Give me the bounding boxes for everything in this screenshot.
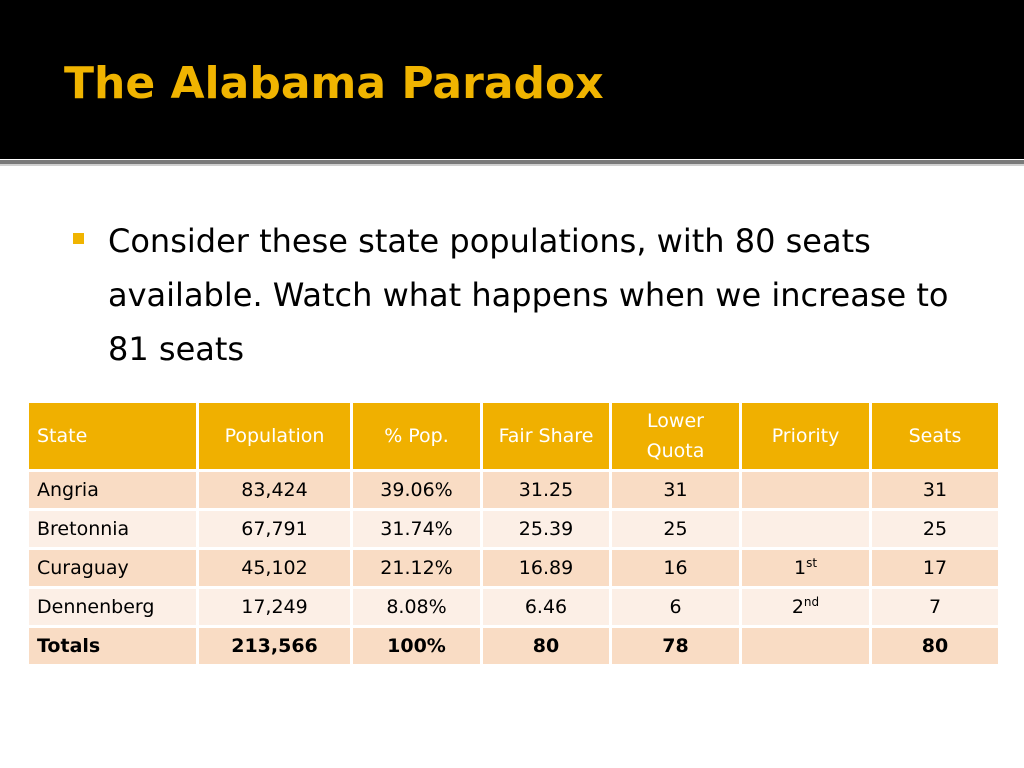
totals-row: Totals 213,566 100% 80 78 80 <box>26 625 1001 667</box>
cell-lower-quota: 6 <box>609 586 742 628</box>
cell-fair-share: 80 <box>480 625 612 667</box>
cell-population: 67,791 <box>196 508 353 550</box>
cell-population: 45,102 <box>196 547 353 589</box>
column-header-pct-pop: % Pop. <box>350 400 483 472</box>
table-row: Bretonnia 67,791 31.74% 25.39 25 25 <box>26 508 1001 550</box>
cell-state: Totals <box>26 625 199 667</box>
square-bullet-icon <box>73 233 84 244</box>
column-header-seats: Seats <box>869 400 1001 472</box>
title-bar <box>0 0 1024 159</box>
divider-rule <box>0 160 1024 164</box>
cell-lower-quota: 31 <box>609 469 742 511</box>
cell-state: Angria <box>26 469 199 511</box>
cell-state: Bretonnia <box>26 508 199 550</box>
priority-ordinal: nd <box>803 595 820 609</box>
column-header-lower-quota: Lower Quota <box>609 400 742 472</box>
table-row: Dennenberg 17,249 8.08% 6.46 6 2nd 7 <box>26 586 1001 628</box>
table-header-row: State Population % Pop. Fair Share Lower… <box>26 400 1001 472</box>
cell-lower-quota: 16 <box>609 547 742 589</box>
cell-fair-share: 31.25 <box>480 469 612 511</box>
cell-pct-pop: 39.06% <box>350 469 483 511</box>
divider-rule-light <box>0 164 1024 166</box>
cell-population: 17,249 <box>196 586 353 628</box>
cell-pct-pop: 100% <box>350 625 483 667</box>
cell-pct-pop: 8.08% <box>350 586 483 628</box>
bullet-text: Consider these state populations, with 8… <box>108 222 949 368</box>
cell-population: 83,424 <box>196 469 353 511</box>
cell-priority <box>739 508 872 550</box>
priority-number: 2 <box>791 596 804 618</box>
cell-seats: 80 <box>869 625 1001 667</box>
cell-fair-share: 16.89 <box>480 547 612 589</box>
column-header-priority: Priority <box>739 400 872 472</box>
cell-seats: 31 <box>869 469 1001 511</box>
cell-seats: 7 <box>869 586 1001 628</box>
apportionment-table: State Population % Pop. Fair Share Lower… <box>26 400 1001 667</box>
cell-fair-share: 25.39 <box>480 508 612 550</box>
column-header-state: State <box>26 400 199 472</box>
cell-seats: 17 <box>869 547 1001 589</box>
cell-pct-pop: 21.12% <box>350 547 483 589</box>
cell-priority <box>739 469 872 511</box>
cell-state: Dennenberg <box>26 586 199 628</box>
cell-priority: 2nd <box>739 586 872 628</box>
priority-number: 1 <box>793 557 807 579</box>
cell-seats: 25 <box>869 508 1001 550</box>
cell-pct-pop: 31.74% <box>350 508 483 550</box>
cell-fair-share: 6.46 <box>480 586 612 628</box>
cell-state: Curaguay <box>26 547 199 589</box>
cell-priority: 1st <box>739 547 872 589</box>
cell-priority <box>739 625 872 667</box>
column-header-fair-share: Fair Share <box>480 400 612 472</box>
column-header-population: Population <box>196 400 353 472</box>
cell-population: 213,566 <box>196 625 353 667</box>
slide-title: The Alabama Paradox <box>64 58 604 109</box>
cell-lower-quota: 78 <box>609 625 742 667</box>
table-row: Curaguay 45,102 21.12% 16.89 16 1st 17 <box>26 547 1001 589</box>
table-row: Angria 83,424 39.06% 31.25 31 31 <box>26 469 1001 511</box>
priority-ordinal: st <box>806 556 818 570</box>
cell-lower-quota: 25 <box>609 508 742 550</box>
